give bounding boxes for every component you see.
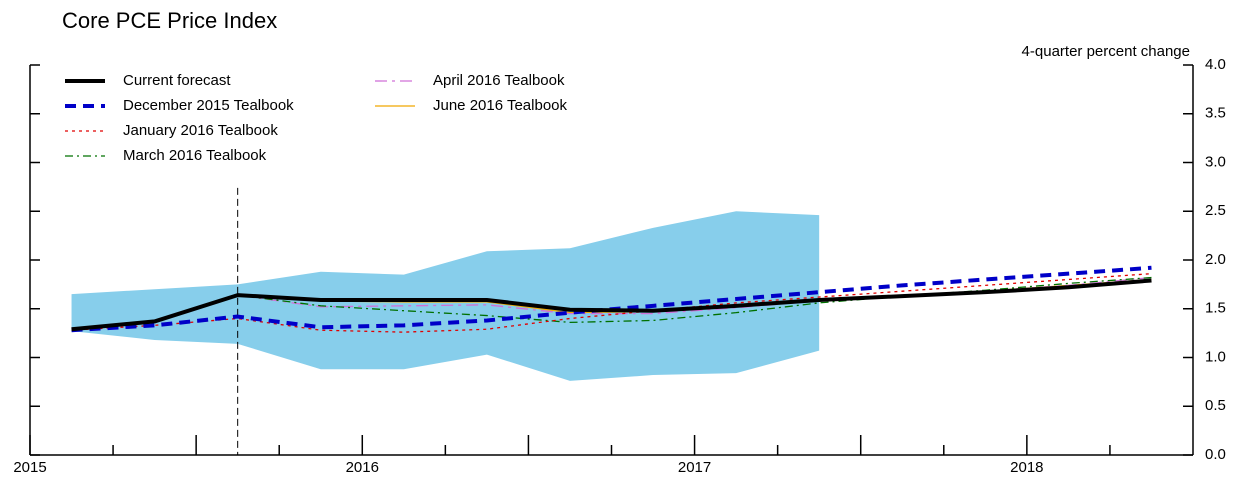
chart-title: Core PCE Price Index — [62, 8, 277, 33]
legend-label: January 2016 Tealbook — [123, 122, 278, 139]
x-tick-label: 2018 — [1010, 459, 1043, 476]
legend-label: April 2016 Tealbook — [433, 72, 565, 89]
y-tick-label: 2.5 — [1205, 202, 1226, 219]
legend-label: December 2015 Tealbook — [123, 97, 294, 114]
y-tick-label: 3.5 — [1205, 105, 1226, 122]
y-tick-label: 3.0 — [1205, 153, 1226, 170]
legend-label: June 2016 Tealbook — [433, 97, 568, 114]
x-tick-label: 2016 — [346, 459, 379, 476]
y-tick-label: 0.5 — [1205, 397, 1226, 414]
legend-label: March 2016 Tealbook — [123, 147, 267, 164]
legend-label: Current forecast — [123, 72, 231, 89]
x-tick-label: 2017 — [678, 459, 711, 476]
series-line — [71, 278, 1152, 332]
y-tick-label: 4.0 — [1205, 56, 1226, 73]
x-tick-label: 2015 — [13, 459, 46, 476]
y-axis-label: 4-quarter percent change — [1022, 43, 1190, 60]
confidence-band — [71, 211, 820, 381]
y-tick-label: 0.0 — [1205, 446, 1226, 463]
series-line — [71, 273, 1152, 333]
y-tick-label: 1.5 — [1205, 300, 1226, 317]
y-tick-label: 2.0 — [1205, 251, 1226, 268]
y-tick-label: 1.0 — [1205, 348, 1226, 365]
